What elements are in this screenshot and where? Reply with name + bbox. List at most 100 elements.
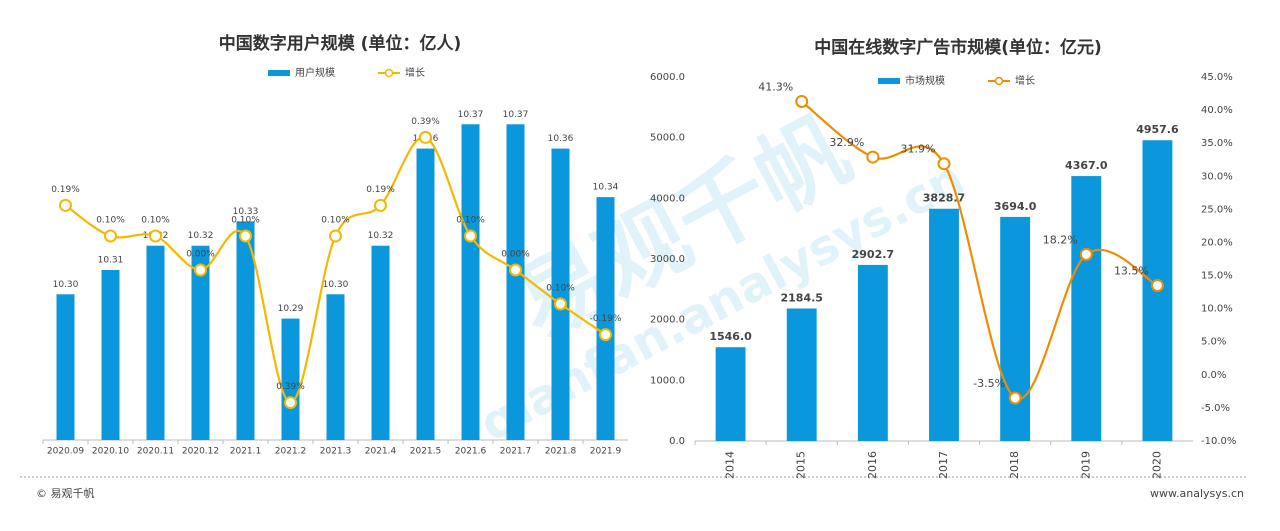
legend-marker bbox=[384, 68, 394, 78]
bar bbox=[281, 318, 300, 440]
line-label: 41.3% bbox=[758, 80, 793, 93]
y2-tick-label: 25.0% bbox=[1201, 204, 1233, 215]
line-label: 0.39% bbox=[411, 117, 440, 127]
legend-marker bbox=[994, 76, 1004, 86]
bar-label: 10.36 bbox=[548, 134, 574, 144]
bar-label: 10.32 bbox=[188, 231, 214, 241]
x-tick-label: 2021.4 bbox=[365, 447, 397, 457]
line-label: 0.00% bbox=[186, 250, 215, 260]
x-tick-label: 2020.12 bbox=[182, 447, 219, 457]
line-marker bbox=[599, 328, 612, 342]
bar bbox=[101, 270, 120, 440]
line-marker bbox=[194, 263, 207, 277]
y2-tick-label: 45.0% bbox=[1201, 72, 1233, 83]
y2-tick-label: -5.0% bbox=[1201, 403, 1230, 414]
line-marker bbox=[284, 396, 297, 410]
bar-label: 10.37 bbox=[458, 110, 484, 120]
bar-label: 10.30 bbox=[53, 280, 79, 290]
line-marker bbox=[509, 263, 522, 277]
line-marker bbox=[149, 229, 162, 243]
y-tick-label: 2000.0 bbox=[650, 315, 685, 326]
line-label: 0.10% bbox=[141, 216, 170, 226]
line-label: 31.9% bbox=[901, 143, 936, 156]
x-tick-label: 2020.11 bbox=[137, 447, 174, 457]
bar-label: 4957.6 bbox=[1136, 123, 1179, 136]
x-tick-label: 2021.2 bbox=[275, 447, 307, 457]
bar bbox=[146, 245, 165, 440]
y-tick-label: 0.0 bbox=[669, 436, 685, 447]
legend-swatch bbox=[878, 78, 900, 84]
line-label: 32.9% bbox=[829, 136, 864, 149]
chart-title: 中国在线数字广告市规模(单位：亿元) bbox=[814, 37, 1102, 58]
x-tick-label: 2021.5 bbox=[410, 447, 442, 457]
footer-left: © 易观千帆 bbox=[36, 486, 95, 500]
x-tick-label: 2020.10 bbox=[92, 447, 129, 457]
y2-tick-label: 0.0% bbox=[1201, 370, 1226, 381]
bar bbox=[506, 124, 525, 441]
line-label: 0.10% bbox=[96, 216, 125, 226]
x-tick-label: 2020.09 bbox=[47, 447, 84, 457]
chart-title: 中国数字用户规模 (单位：亿人) bbox=[219, 33, 461, 54]
y2-tick-label: 30.0% bbox=[1201, 171, 1233, 182]
x-tick-label: 2017 bbox=[937, 451, 950, 479]
y-tick-label: 6000.0 bbox=[650, 72, 685, 83]
line-label: 0.00% bbox=[501, 250, 530, 260]
y2-tick-label: 15.0% bbox=[1201, 271, 1233, 282]
y-tick-label: 1000.0 bbox=[650, 375, 685, 386]
x-tick-label: 2018 bbox=[1008, 451, 1021, 479]
line-marker bbox=[1079, 247, 1093, 261]
legend-label: 市场规模 bbox=[905, 74, 945, 87]
line-label: 0.10% bbox=[546, 284, 575, 294]
bar bbox=[715, 347, 746, 441]
y-tick-label: 3000.0 bbox=[650, 254, 685, 265]
line-label: -3.5% bbox=[973, 377, 1005, 390]
line-label: 18.2% bbox=[1043, 233, 1078, 246]
y2-tick-label: 40.0% bbox=[1201, 105, 1233, 116]
bar bbox=[1000, 216, 1031, 441]
line-marker bbox=[419, 130, 432, 144]
footer-right: www.analysys.cn bbox=[1150, 487, 1244, 500]
x-tick-label: 2021.9 bbox=[590, 447, 622, 457]
y2-tick-label: -10.0% bbox=[1201, 436, 1236, 447]
line-marker bbox=[464, 229, 477, 243]
line-marker bbox=[937, 157, 951, 171]
x-tick-label: 2015 bbox=[795, 451, 808, 479]
bar bbox=[56, 294, 75, 440]
bar-label: 10.34 bbox=[593, 183, 619, 193]
line-marker bbox=[1150, 278, 1164, 292]
bar bbox=[416, 148, 435, 441]
bar bbox=[929, 208, 959, 441]
bar bbox=[191, 245, 210, 440]
bar bbox=[596, 197, 615, 440]
x-tick-label: 2021.6 bbox=[455, 447, 487, 457]
bar-label: 10.30 bbox=[323, 280, 349, 290]
x-tick-label: 2021.3 bbox=[320, 447, 352, 457]
y2-tick-label: 35.0% bbox=[1201, 138, 1233, 149]
x-tick-label: 2021.8 bbox=[545, 447, 577, 457]
line-marker bbox=[554, 297, 567, 311]
line-marker bbox=[1008, 391, 1022, 405]
line-label: -0.19% bbox=[590, 314, 622, 324]
line-marker bbox=[104, 229, 117, 243]
legend-label: 用户规模 bbox=[295, 66, 335, 79]
bar bbox=[786, 308, 817, 441]
line-marker bbox=[795, 94, 809, 108]
x-tick-label: 2021.7 bbox=[500, 447, 532, 457]
line-marker bbox=[59, 198, 72, 212]
bar-label: 10.29 bbox=[278, 304, 304, 314]
line-label: 0.39% bbox=[276, 382, 305, 392]
line-marker bbox=[239, 229, 252, 243]
bar-label: 2184.5 bbox=[780, 291, 822, 304]
line-label: 0.10% bbox=[321, 216, 350, 226]
y-tick-label: 5000.0 bbox=[650, 133, 685, 144]
y2-tick-label: 10.0% bbox=[1201, 304, 1233, 315]
bar bbox=[326, 294, 345, 440]
bar bbox=[461, 124, 480, 441]
bar-label: 10.37 bbox=[503, 110, 529, 120]
bar-label: 4367.0 bbox=[1065, 159, 1108, 172]
bar-label: 10.33 bbox=[233, 207, 259, 217]
bar-label: 10.31 bbox=[98, 256, 124, 266]
legend-label: 增长 bbox=[1015, 74, 1035, 87]
